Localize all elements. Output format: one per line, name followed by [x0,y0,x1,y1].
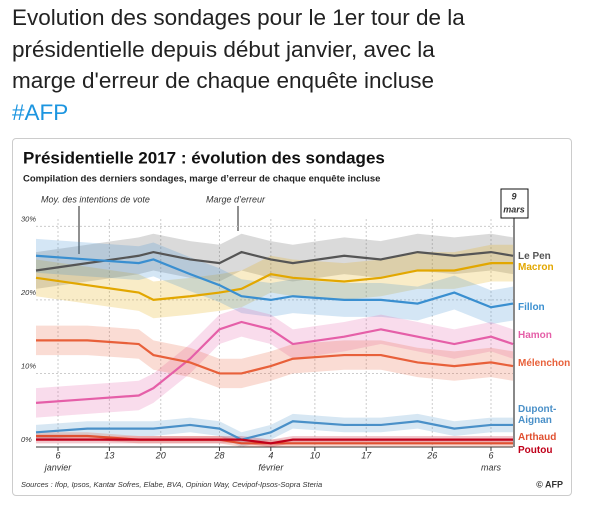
source: Sources : Ifop, Ipsos, Kantar Sofres, El… [21,480,322,489]
error-band [36,325,513,389]
tweet-line: marge d'erreur de chaque enquête incluse [12,68,435,93]
x-tick-label: 4 [268,450,273,460]
series-label: Poutou [518,445,553,456]
y-tick-label: 30% [21,214,36,223]
hashtag[interactable]: #AFP [12,99,69,125]
y-tick-label: 0% [21,435,32,444]
series-label: Hamon [518,330,552,341]
month-label: mars [481,462,501,472]
tweet-text: Evolution des sondages pour le 1er tour … [12,2,465,128]
credit: © AFP [536,479,563,489]
series-label: Arthaud [518,432,557,443]
y-tick-label: 10% [21,361,36,370]
x-tick-label: 26 [426,450,437,460]
series-line [35,254,514,309]
series-line [36,339,514,375]
y-tick-label: 20% [20,288,36,297]
x-tick-label: 6 [56,450,61,460]
date-box [500,188,529,219]
x-tick-label: 20 [155,450,166,460]
x-tick-label: 13 [104,450,114,460]
series-label: Dupont-Aignan [518,404,557,426]
series-label: Fillon [518,302,545,313]
x-tick-label: 6 [488,450,493,460]
month-label: février [258,462,284,472]
tweet-line: Evolution des sondages pour le 1er tour … [12,5,465,30]
chart-subtitle: Compilation des derniers sondages, marge… [23,174,380,185]
tweet-line: présidentielle depuis début janvier, ave… [12,36,435,62]
series-label: Le Pen [518,251,551,262]
chart: Présidentielle 2017 : évolution des sond… [20,148,563,489]
x-tick-label: 28 [213,450,224,460]
annotation: Moy. des intentions de vote [41,194,150,204]
series-line [35,250,514,272]
chart-title: Présidentielle 2017 : évolution des sond… [23,148,385,167]
series-line [35,262,513,302]
series-line [35,320,514,404]
date-label: 9 [511,191,516,201]
series-line [36,438,513,445]
annotation: Marge d’erreur [206,194,266,204]
x-tick-label: 10 [310,450,320,460]
date-label: mars [503,204,525,214]
series-label: Mélenchon [518,358,571,369]
chart-image[interactable]: Présidentielle 2017 : évolution des sond… [12,138,572,496]
series-line [35,420,513,441]
error-band [36,307,513,418]
series-label: Macron [518,262,554,273]
x-tick-label: 17 [361,450,372,460]
month-label: janvier [44,462,73,472]
